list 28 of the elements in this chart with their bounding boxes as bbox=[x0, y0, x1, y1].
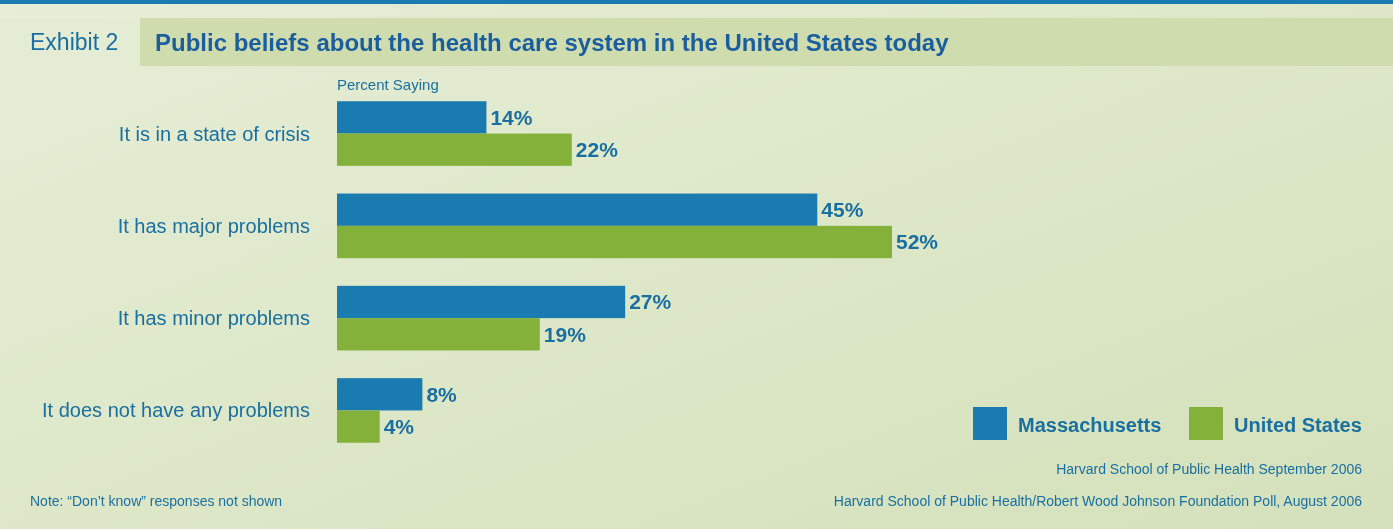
y-tick-label: It has major problems bbox=[117, 214, 310, 237]
bar bbox=[337, 410, 380, 443]
y-tick-label: It is in a state of crisis bbox=[118, 122, 310, 145]
data-label: 19% bbox=[543, 322, 587, 346]
data-label: 4% bbox=[383, 414, 415, 438]
bar bbox=[337, 318, 540, 351]
data-label: 52% bbox=[896, 230, 939, 254]
text: Harvard School of Public Health/Robert Wood Johnson Foundation Poll, August 2006 bbox=[833, 493, 1363, 509]
bar bbox=[337, 285, 626, 319]
text: Exhibit 2 bbox=[30, 29, 119, 55]
data-label: 14% bbox=[490, 105, 533, 129]
data-label: 45% bbox=[821, 198, 864, 222]
bar bbox=[337, 101, 487, 134]
legend-label: United States bbox=[1234, 414, 1362, 436]
chart-title: Public beliefs about the health care system in the United States today bbox=[155, 29, 950, 56]
legend-label: Massachusetts bbox=[1018, 414, 1162, 436]
x-axis-title: Percent Saying bbox=[337, 76, 439, 93]
y-tick-label: It does not have any problems bbox=[42, 399, 310, 422]
text: Note: “Don’t know” responses not shown bbox=[30, 493, 283, 509]
bar bbox=[337, 378, 423, 411]
bar bbox=[337, 133, 572, 166]
text: Harvard School of Public Health September 2006 bbox=[1056, 461, 1363, 477]
bar bbox=[337, 225, 892, 259]
y-tick-label: It has minor problems bbox=[117, 307, 310, 330]
bar bbox=[337, 193, 818, 226]
data-label: 22% bbox=[575, 138, 619, 162]
data-label: 8% bbox=[426, 382, 458, 406]
data-label: 27% bbox=[629, 290, 672, 314]
